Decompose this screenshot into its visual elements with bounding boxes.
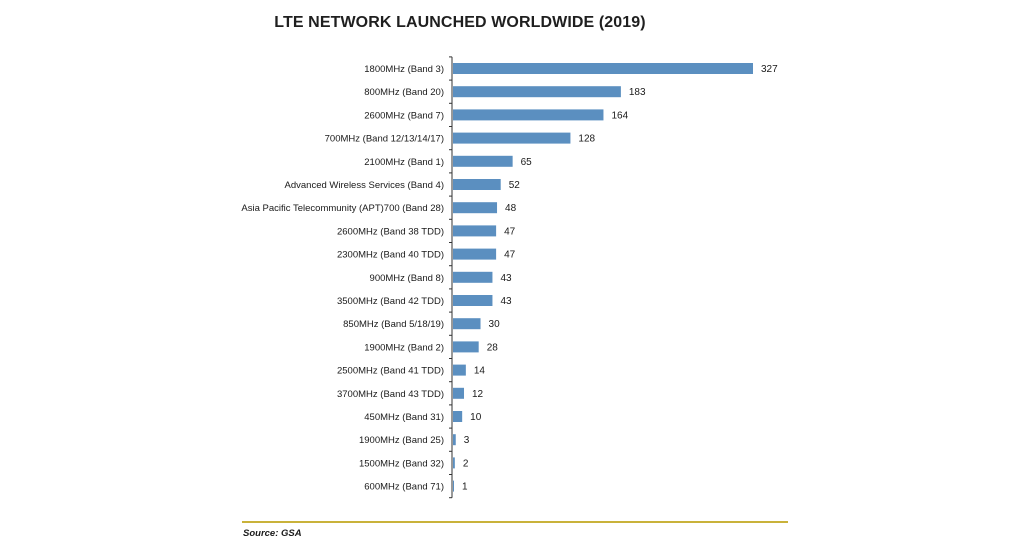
bar [453,132,571,144]
bar [453,179,501,190]
data-label: 52 [509,180,521,191]
bar [453,295,493,306]
data-label: 327 [761,64,778,75]
bar [453,387,465,399]
bar [453,341,479,353]
data-label: 28 [487,342,499,353]
bar [453,63,753,74]
category-label: 1900MHz (Band 25) [359,435,444,446]
bar [453,271,493,283]
category-label: 850MHz (Band 5/18/19) [343,319,444,330]
source-note: Source: GSA [243,528,302,539]
data-label: 164 [611,110,628,121]
data-label: 3 [464,435,470,446]
category-label: 1500MHz (Band 32) [359,458,444,469]
data-label: 30 [489,319,501,330]
bar [453,318,481,330]
data-label: 183 [629,87,646,98]
source-divider [242,521,788,523]
data-label: 1 [462,482,468,493]
bar [453,411,463,422]
category-label: Asia Pacific Telecommunity (APT)700 (Ban… [241,203,444,214]
bar [453,86,621,98]
bar [453,457,455,469]
category-label: 1900MHz (Band 2) [364,342,444,353]
data-label: 12 [472,389,484,400]
data-label: 128 [578,134,595,145]
bar [453,109,604,121]
bar [453,202,498,214]
bars-layer: 327 183 164 128 65 52 48 47 47 43 43 30 28 14 12 10 3 2 1 [453,63,778,493]
chart-title: LTE NETWORK LAUNCHED WORLDWIDE (2019) [274,14,646,31]
bar [453,434,456,446]
category-label: 450MHz (Band 31) [364,412,444,423]
category-label: 1800MHz (Band 3) [364,64,444,75]
data-label: 2 [463,458,469,469]
category-label: Advanced Wireless Services (Band 4) [285,180,444,191]
category-label: 3700MHz (Band 43 TDD) [337,389,444,400]
data-label: 10 [470,412,482,423]
category-axis: 1800MHz (Band 3) 800MHz (Band 20) 2600MHz … [241,56,453,499]
category-label: 2100MHz (Band 1) [364,157,444,168]
category-label: 2300MHz (Band 40 TDD) [337,250,444,261]
data-label: 43 [500,273,512,284]
category-label: 3500MHz (Band 42 TDD) [337,296,444,307]
bar [453,480,454,492]
bar [453,364,466,376]
data-label: 43 [500,296,512,307]
bar [453,225,497,237]
data-label: 14 [474,366,486,377]
data-label: 47 [504,250,516,261]
category-label: 2500MHz (Band 41 TDD) [337,366,444,377]
category-label: 2600MHz (Band 38 TDD) [337,226,444,237]
category-label: 800MHz (Band 20) [364,87,444,98]
category-label: 600MHz (Band 71) [364,482,444,493]
bar [453,155,513,167]
data-label: 48 [505,203,517,214]
category-label: 2600MHz (Band 7) [364,110,444,121]
category-label: 700MHz (Band 12/13/14/17) [325,134,444,145]
bar [453,248,497,260]
data-label: 47 [504,226,516,237]
data-label: 65 [521,157,533,168]
category-label: 900MHz (Band 8) [370,273,444,284]
